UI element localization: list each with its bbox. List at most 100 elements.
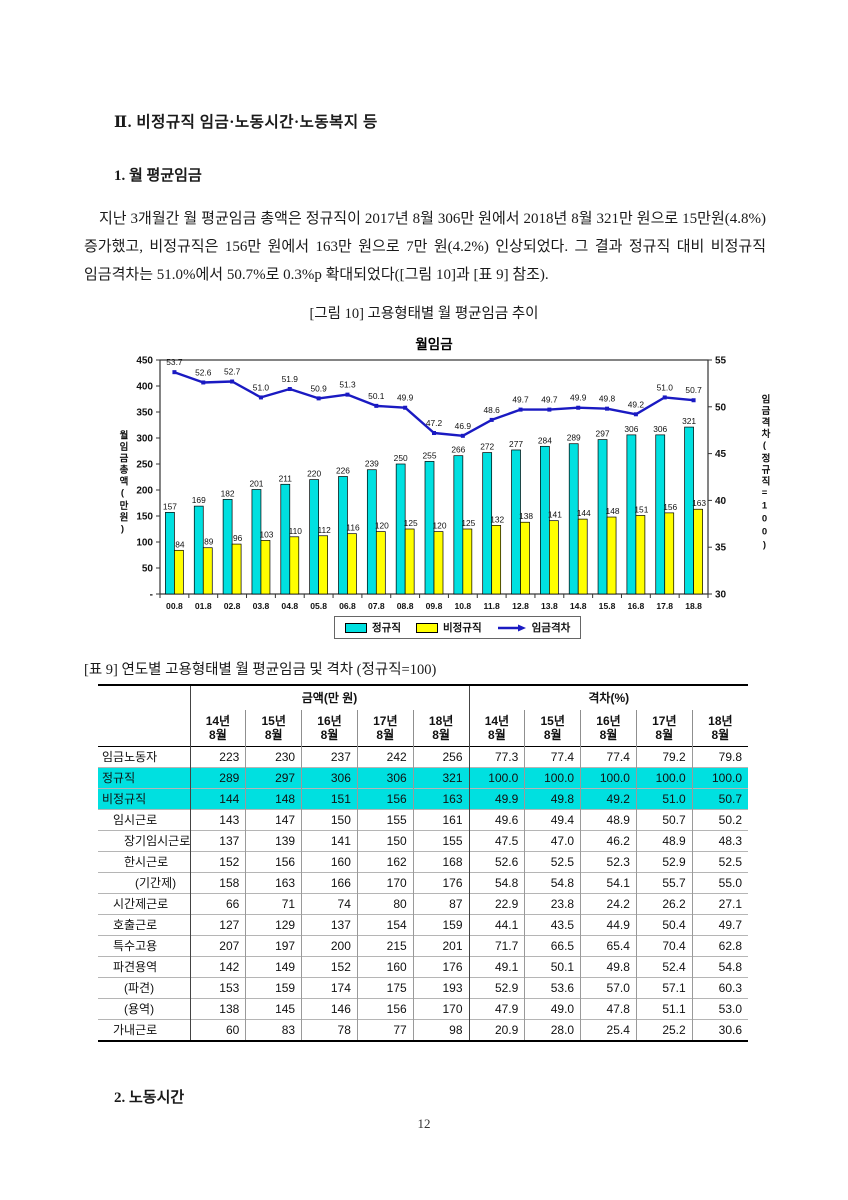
gap-line-marker: [518, 407, 523, 412]
gap-line-label: 49.9: [397, 393, 414, 403]
gap-cell: 27.1: [691, 893, 748, 915]
gap-cell: 50.2: [691, 809, 748, 831]
next-section-heading: 2. 노동시간: [114, 1090, 185, 1106]
irregular-bar-label: 120: [375, 521, 389, 531]
x-axis-tick-label: 18.8: [685, 601, 702, 610]
row-label: (파견): [98, 977, 190, 999]
gap-cell: 62.8: [691, 935, 748, 957]
x-axis-tick-label: 17.8: [656, 601, 673, 610]
gap-cell: 66.5: [524, 935, 581, 957]
gap-line-label: 49.9: [570, 393, 587, 403]
table-row: (파견) 153 159 174 175 193 52.9 53.6 57.0 57.1 60.3: [98, 977, 748, 999]
irregular-bar-label: 89: [204, 537, 214, 547]
left-axis-tick: 450: [136, 356, 153, 367]
gap-cell: 77.4: [524, 746, 581, 768]
left-axis-tick: 200: [136, 486, 153, 497]
gap-line-marker: [287, 387, 292, 392]
gap-cell: 49.9: [468, 788, 525, 810]
irregular-wage-bar: [174, 549, 184, 595]
gap-cell: 48.9: [580, 809, 637, 831]
amount-cell: 162: [356, 851, 414, 873]
irregular-bar-label: 132: [490, 514, 504, 524]
regular-bar-label: 321: [682, 416, 696, 426]
amount-cell: 127: [189, 914, 246, 936]
gap-cell: 57.1: [635, 977, 693, 999]
gap-cell: 53.6: [524, 977, 581, 999]
col-header: 16년 8월: [580, 710, 637, 747]
amount-cell: 159: [412, 914, 469, 936]
row-label: 가내근로: [98, 1019, 190, 1041]
amount-cell: 170: [412, 998, 469, 1020]
gap-cell: 44.1: [468, 914, 525, 936]
irregular-bar-label: 125: [461, 518, 475, 528]
gap-line-label: 47.2: [426, 418, 443, 428]
row-label: (용역): [98, 998, 190, 1020]
col-header: 14년 8월: [468, 710, 525, 747]
gap-line-marker: [633, 412, 638, 417]
legend-item: 비정규직: [415, 620, 482, 635]
x-axis-tick-label: 01.8: [195, 601, 212, 610]
table-row: 비정규직 144 148 151 156 163 49.9 49.8 49.2 51.0 50.7: [98, 788, 748, 810]
table-row: 가내근로 60 83 78 77 98 20.9 28.0 25.4 25.2 30.6: [98, 1019, 748, 1041]
gap-cell: 65.4: [580, 935, 637, 957]
gap-cell: 70.4: [635, 935, 693, 957]
gap-cell: 52.3: [580, 851, 637, 873]
regular-bar-label: 266: [451, 445, 465, 455]
irregular-wage-bar: [202, 547, 213, 595]
gap-line-label: 50.1: [368, 391, 385, 401]
amount-cell: 142: [189, 956, 246, 978]
irregular-bar-label: 163: [692, 498, 706, 508]
gap-cell: 28.0: [524, 1019, 581, 1041]
irregular-wage-bar: [347, 533, 357, 595]
amount-cell: 306: [356, 767, 414, 789]
x-axis-tick-label: 11.8: [484, 601, 500, 610]
gap-cell: 54.1: [580, 872, 637, 894]
gap-line-label: 51.3: [339, 380, 356, 390]
amount-cell: 156: [245, 851, 302, 873]
gap-line-marker: [316, 396, 321, 401]
gap-cell: 71.7: [468, 935, 525, 957]
amount-cell: 66: [189, 893, 246, 915]
gap-cell: 49.7: [691, 914, 748, 936]
irregular-wage-bar: [318, 535, 328, 595]
left-axis-tick: 350: [136, 408, 153, 419]
row-label: 호출근로: [98, 914, 190, 936]
x-axis-tick-label: 03.8: [253, 601, 270, 610]
gap-cell: 49.8: [524, 788, 581, 810]
regular-wage-bar: [453, 455, 464, 595]
amount-cell: 87: [412, 893, 469, 915]
right-axis-tick: 30: [715, 590, 727, 601]
amount-cell: 207: [189, 935, 246, 957]
x-axis-tick-label: 10.8: [454, 601, 471, 610]
subsection-heading: 1. 월 평균임금: [114, 168, 202, 184]
x-axis-tick-label: 08.8: [397, 601, 414, 610]
gap-line-label: 49.8: [599, 394, 616, 404]
x-axis-tick-label: 14.8: [570, 601, 587, 610]
gap-cell: 52.4: [635, 956, 693, 978]
irregular-bar-label: 138: [519, 511, 533, 521]
regular-wage-bar: [684, 426, 694, 595]
amount-cell: 230: [245, 746, 302, 768]
gap-cell: 55.7: [635, 872, 693, 894]
amount-cell: 153: [189, 977, 246, 999]
col-header: 18년 8월: [691, 710, 748, 747]
table-row: 임금노동자 223 230 237 242 256 77.3 77.4 77.4 79.2 79.8: [98, 746, 748, 768]
left-axis-tick: 300: [136, 434, 153, 445]
gap-line-marker: [576, 405, 581, 410]
gap-line-marker: [489, 417, 494, 422]
row-label: 정규직: [98, 767, 190, 789]
regular-bar-label: 220: [307, 469, 321, 479]
col-header: 15년 8월: [245, 710, 302, 747]
table-column-header-row: 14년 8월 15년 8월 16년 8월 17년 8월 18년 8월 14년 8월 15년 8월 16년 8월…: [98, 710, 748, 747]
amount-cell: 297: [245, 767, 302, 789]
regular-wage-bar: [424, 461, 435, 595]
gap-line-label: 50.7: [685, 385, 702, 395]
regular-bar-label: 272: [480, 442, 494, 452]
x-axis-tick-label: 04.8: [281, 601, 298, 610]
gap-line-marker: [230, 379, 235, 384]
amount-cell: 193: [412, 977, 469, 999]
gap-line-label: 50.9: [310, 383, 327, 393]
amount-cell: 197: [245, 935, 302, 957]
gap-cell: 100.0: [691, 767, 748, 789]
page-number: 12: [417, 1116, 431, 1131]
